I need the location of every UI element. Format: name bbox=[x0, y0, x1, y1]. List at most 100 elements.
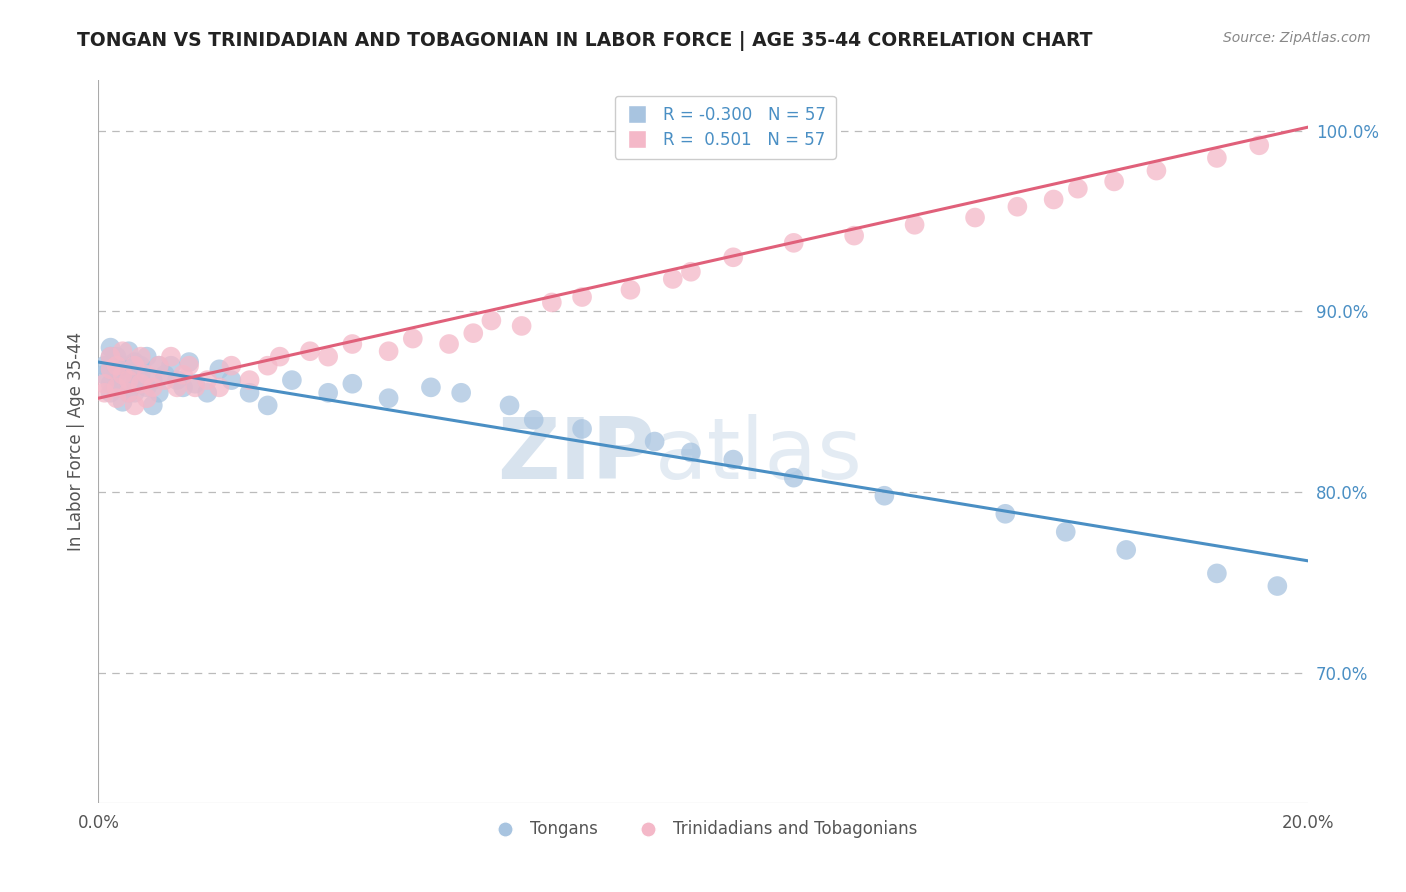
Point bbox=[111, 373, 134, 387]
Point bbox=[100, 376, 122, 391]
Point bbox=[481, 313, 503, 327]
Point bbox=[129, 350, 152, 364]
Point bbox=[93, 376, 115, 391]
Point bbox=[510, 318, 533, 333]
Point bbox=[153, 368, 176, 382]
Point bbox=[195, 373, 218, 387]
Point bbox=[437, 337, 460, 351]
Point bbox=[723, 250, 745, 264]
Point bbox=[994, 507, 1017, 521]
Point bbox=[142, 373, 165, 387]
Point bbox=[844, 228, 866, 243]
Text: ZIP: ZIP bbox=[496, 415, 655, 498]
Point bbox=[105, 368, 128, 382]
Point bbox=[679, 445, 702, 459]
Point bbox=[342, 376, 364, 391]
Point bbox=[195, 385, 218, 400]
Point bbox=[661, 272, 683, 286]
Point bbox=[1054, 524, 1077, 539]
Point bbox=[679, 265, 702, 279]
Point bbox=[965, 211, 987, 225]
Point bbox=[93, 359, 115, 373]
Point bbox=[1206, 566, 1229, 581]
Point bbox=[135, 368, 157, 382]
Point bbox=[142, 398, 165, 412]
Point bbox=[135, 391, 157, 405]
Point bbox=[105, 391, 128, 405]
Point bbox=[111, 359, 134, 373]
Point bbox=[142, 380, 165, 394]
Point bbox=[124, 385, 146, 400]
Point bbox=[118, 344, 141, 359]
Point bbox=[1007, 200, 1029, 214]
Point bbox=[105, 380, 128, 394]
Point bbox=[166, 373, 188, 387]
Point bbox=[316, 350, 339, 364]
Point bbox=[172, 380, 194, 394]
Point bbox=[160, 359, 183, 373]
Point bbox=[723, 452, 745, 467]
Point bbox=[153, 373, 176, 387]
Point bbox=[129, 376, 152, 391]
Point bbox=[256, 359, 278, 373]
Point bbox=[129, 368, 152, 382]
Point bbox=[172, 368, 194, 382]
Point bbox=[571, 422, 593, 436]
Point bbox=[129, 359, 152, 373]
Point bbox=[783, 235, 806, 250]
Point bbox=[111, 394, 134, 409]
Point bbox=[221, 359, 243, 373]
Point bbox=[100, 350, 122, 364]
Point bbox=[299, 344, 322, 359]
Point bbox=[904, 218, 927, 232]
Y-axis label: In Labor Force | Age 35-44: In Labor Force | Age 35-44 bbox=[66, 332, 84, 551]
Point bbox=[100, 350, 122, 364]
Point bbox=[124, 355, 146, 369]
Point bbox=[93, 385, 115, 400]
Point bbox=[100, 341, 122, 355]
Point bbox=[1042, 193, 1064, 207]
Point bbox=[208, 380, 231, 394]
Point bbox=[377, 391, 399, 405]
Point bbox=[571, 290, 593, 304]
Text: TONGAN VS TRINIDADIAN AND TOBAGONIAN IN LABOR FORCE | AGE 35-44 CORRELATION CHAR: TONGAN VS TRINIDADIAN AND TOBAGONIAN IN … bbox=[77, 31, 1092, 51]
Point bbox=[1102, 174, 1125, 188]
Point bbox=[269, 350, 291, 364]
Point bbox=[135, 380, 157, 394]
Point bbox=[148, 359, 170, 373]
Point bbox=[377, 344, 399, 359]
Point bbox=[118, 385, 141, 400]
Point bbox=[644, 434, 666, 449]
Point bbox=[619, 283, 641, 297]
Text: atlas: atlas bbox=[655, 415, 863, 498]
Point bbox=[1115, 542, 1137, 557]
Point bbox=[450, 385, 472, 400]
Point bbox=[1144, 163, 1167, 178]
Point bbox=[1206, 151, 1229, 165]
Point bbox=[420, 380, 443, 394]
Point bbox=[105, 359, 128, 373]
Point bbox=[118, 385, 141, 400]
Point bbox=[873, 489, 896, 503]
Point bbox=[118, 362, 141, 376]
Point bbox=[124, 376, 146, 391]
Point bbox=[135, 350, 157, 364]
Point bbox=[184, 376, 207, 391]
Point bbox=[463, 326, 485, 340]
Point bbox=[221, 373, 243, 387]
Point bbox=[160, 350, 183, 364]
Point bbox=[100, 385, 122, 400]
Point bbox=[105, 359, 128, 373]
Point bbox=[239, 373, 262, 387]
Point bbox=[208, 362, 231, 376]
Point bbox=[105, 380, 128, 394]
Point bbox=[1249, 138, 1271, 153]
Point bbox=[256, 398, 278, 412]
Point bbox=[498, 398, 520, 412]
Point bbox=[540, 295, 562, 310]
Point bbox=[124, 398, 146, 412]
Point bbox=[148, 359, 170, 373]
Point bbox=[100, 362, 122, 376]
Point bbox=[783, 470, 806, 484]
Point bbox=[402, 332, 425, 346]
